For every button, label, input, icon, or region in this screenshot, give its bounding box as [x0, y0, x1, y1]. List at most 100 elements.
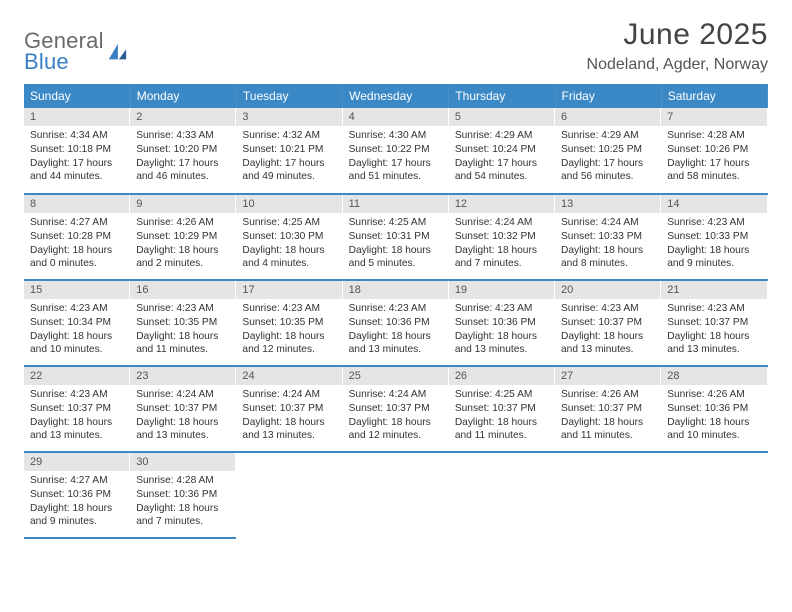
day-number: 15 [24, 281, 130, 299]
location: Nodeland, Agder, Norway [587, 56, 768, 74]
day-body: Sunrise: 4:24 AMSunset: 10:33 PMDaylight… [555, 213, 661, 277]
week-row: 15Sunrise: 4:23 AMSunset: 10:34 PMDaylig… [24, 280, 768, 366]
calendar-body: 1Sunrise: 4:34 AMSunset: 10:18 PMDayligh… [24, 108, 768, 538]
weekday-header: Monday [130, 84, 236, 108]
day-number: 2 [130, 108, 236, 126]
day-cell: 29Sunrise: 4:27 AMSunset: 10:36 PMDaylig… [24, 452, 130, 538]
day-number: 21 [661, 281, 767, 299]
weekday-header: Wednesday [343, 84, 449, 108]
day-cell: 22Sunrise: 4:23 AMSunset: 10:37 PMDaylig… [24, 366, 130, 452]
weekday-header: Tuesday [236, 84, 342, 108]
day-body: Sunrise: 4:26 AMSunset: 10:36 PMDaylight… [661, 385, 767, 449]
weekday-header: Thursday [449, 84, 555, 108]
day-body: Sunrise: 4:30 AMSunset: 10:22 PMDaylight… [343, 126, 449, 190]
day-cell: 27Sunrise: 4:26 AMSunset: 10:37 PMDaylig… [555, 366, 661, 452]
weekday-header: Saturday [661, 84, 767, 108]
day-number: 24 [236, 367, 342, 385]
weekday-row: SundayMondayTuesdayWednesdayThursdayFrid… [24, 84, 768, 108]
day-cell: 11Sunrise: 4:25 AMSunset: 10:31 PMDaylig… [343, 194, 449, 280]
day-body: Sunrise: 4:29 AMSunset: 10:24 PMDaylight… [449, 126, 555, 190]
day-number: 6 [555, 108, 661, 126]
day-body: Sunrise: 4:34 AMSunset: 10:18 PMDaylight… [24, 126, 130, 190]
day-number: 9 [130, 195, 236, 213]
day-number: 29 [24, 453, 130, 471]
weekday-header: Sunday [24, 84, 130, 108]
day-body: Sunrise: 4:33 AMSunset: 10:20 PMDaylight… [130, 126, 236, 190]
day-body: Sunrise: 4:24 AMSunset: 10:37 PMDaylight… [130, 385, 236, 449]
day-cell: 10Sunrise: 4:25 AMSunset: 10:30 PMDaylig… [236, 194, 342, 280]
day-number: 4 [343, 108, 449, 126]
day-cell: 9Sunrise: 4:26 AMSunset: 10:29 PMDayligh… [130, 194, 236, 280]
day-cell: 4Sunrise: 4:30 AMSunset: 10:22 PMDayligh… [343, 108, 449, 194]
day-cell [555, 452, 661, 538]
day-number: 23 [130, 367, 236, 385]
day-body: Sunrise: 4:28 AMSunset: 10:26 PMDaylight… [661, 126, 767, 190]
day-body: Sunrise: 4:23 AMSunset: 10:37 PMDaylight… [555, 299, 661, 363]
day-number: 3 [236, 108, 342, 126]
day-number: 13 [555, 195, 661, 213]
day-cell: 16Sunrise: 4:23 AMSunset: 10:35 PMDaylig… [130, 280, 236, 366]
day-body: Sunrise: 4:23 AMSunset: 10:35 PMDaylight… [236, 299, 342, 363]
day-body: Sunrise: 4:32 AMSunset: 10:21 PMDaylight… [236, 126, 342, 190]
day-body: Sunrise: 4:23 AMSunset: 10:37 PMDaylight… [661, 299, 767, 363]
day-cell: 5Sunrise: 4:29 AMSunset: 10:24 PMDayligh… [449, 108, 555, 194]
day-number: 11 [343, 195, 449, 213]
day-cell: 15Sunrise: 4:23 AMSunset: 10:34 PMDaylig… [24, 280, 130, 366]
day-body: Sunrise: 4:23 AMSunset: 10:34 PMDaylight… [24, 299, 130, 363]
day-body: Sunrise: 4:26 AMSunset: 10:29 PMDaylight… [130, 213, 236, 277]
day-number: 14 [661, 195, 767, 213]
day-number: 30 [130, 453, 236, 471]
day-cell: 1Sunrise: 4:34 AMSunset: 10:18 PMDayligh… [24, 108, 130, 194]
day-number: 7 [661, 108, 767, 126]
logo-word2: Blue [24, 51, 104, 73]
day-body: Sunrise: 4:24 AMSunset: 10:37 PMDaylight… [236, 385, 342, 449]
day-body: Sunrise: 4:24 AMSunset: 10:37 PMDaylight… [343, 385, 449, 449]
day-body: Sunrise: 4:23 AMSunset: 10:37 PMDaylight… [24, 385, 130, 449]
day-number: 20 [555, 281, 661, 299]
day-number: 28 [661, 367, 767, 385]
day-cell: 19Sunrise: 4:23 AMSunset: 10:36 PMDaylig… [449, 280, 555, 366]
day-cell: 24Sunrise: 4:24 AMSunset: 10:37 PMDaylig… [236, 366, 342, 452]
day-number: 17 [236, 281, 342, 299]
week-row: 8Sunrise: 4:27 AMSunset: 10:28 PMDayligh… [24, 194, 768, 280]
week-row: 22Sunrise: 4:23 AMSunset: 10:37 PMDaylig… [24, 366, 768, 452]
day-cell [343, 452, 449, 538]
day-body: Sunrise: 4:27 AMSunset: 10:36 PMDaylight… [24, 471, 130, 535]
calendar-head: SundayMondayTuesdayWednesdayThursdayFrid… [24, 84, 768, 108]
day-number: 26 [449, 367, 555, 385]
day-number: 19 [449, 281, 555, 299]
day-cell [236, 452, 342, 538]
day-body: Sunrise: 4:29 AMSunset: 10:25 PMDaylight… [555, 126, 661, 190]
day-cell: 12Sunrise: 4:24 AMSunset: 10:32 PMDaylig… [449, 194, 555, 280]
month-title: June 2025 [587, 18, 768, 52]
day-body: Sunrise: 4:23 AMSunset: 10:36 PMDaylight… [343, 299, 449, 363]
day-number: 10 [236, 195, 342, 213]
day-cell: 6Sunrise: 4:29 AMSunset: 10:25 PMDayligh… [555, 108, 661, 194]
day-cell [449, 452, 555, 538]
day-body: Sunrise: 4:25 AMSunset: 10:31 PMDaylight… [343, 213, 449, 277]
day-cell: 20Sunrise: 4:23 AMSunset: 10:37 PMDaylig… [555, 280, 661, 366]
title-block: June 2025 Nodeland, Agder, Norway [587, 18, 768, 74]
day-body: Sunrise: 4:26 AMSunset: 10:37 PMDaylight… [555, 385, 661, 449]
day-body: Sunrise: 4:23 AMSunset: 10:33 PMDaylight… [661, 213, 767, 277]
day-cell: 25Sunrise: 4:24 AMSunset: 10:37 PMDaylig… [343, 366, 449, 452]
day-cell: 18Sunrise: 4:23 AMSunset: 10:36 PMDaylig… [343, 280, 449, 366]
day-cell: 8Sunrise: 4:27 AMSunset: 10:28 PMDayligh… [24, 194, 130, 280]
week-row: 1Sunrise: 4:34 AMSunset: 10:18 PMDayligh… [24, 108, 768, 194]
logo-text-block: General Blue [24, 30, 104, 73]
day-number: 1 [24, 108, 130, 126]
day-body: Sunrise: 4:27 AMSunset: 10:28 PMDaylight… [24, 213, 130, 277]
day-body: Sunrise: 4:23 AMSunset: 10:36 PMDaylight… [449, 299, 555, 363]
day-number: 8 [24, 195, 130, 213]
day-cell: 21Sunrise: 4:23 AMSunset: 10:37 PMDaylig… [661, 280, 767, 366]
header: General Blue June 2025 Nodeland, Agder, … [24, 18, 768, 74]
day-cell: 3Sunrise: 4:32 AMSunset: 10:21 PMDayligh… [236, 108, 342, 194]
day-body: Sunrise: 4:25 AMSunset: 10:30 PMDaylight… [236, 213, 342, 277]
weekday-header: Friday [555, 84, 661, 108]
day-number: 25 [343, 367, 449, 385]
day-cell: 28Sunrise: 4:26 AMSunset: 10:36 PMDaylig… [661, 366, 767, 452]
day-cell: 14Sunrise: 4:23 AMSunset: 10:33 PMDaylig… [661, 194, 767, 280]
day-cell: 2Sunrise: 4:33 AMSunset: 10:20 PMDayligh… [130, 108, 236, 194]
day-body: Sunrise: 4:24 AMSunset: 10:32 PMDaylight… [449, 213, 555, 277]
day-cell: 26Sunrise: 4:25 AMSunset: 10:37 PMDaylig… [449, 366, 555, 452]
